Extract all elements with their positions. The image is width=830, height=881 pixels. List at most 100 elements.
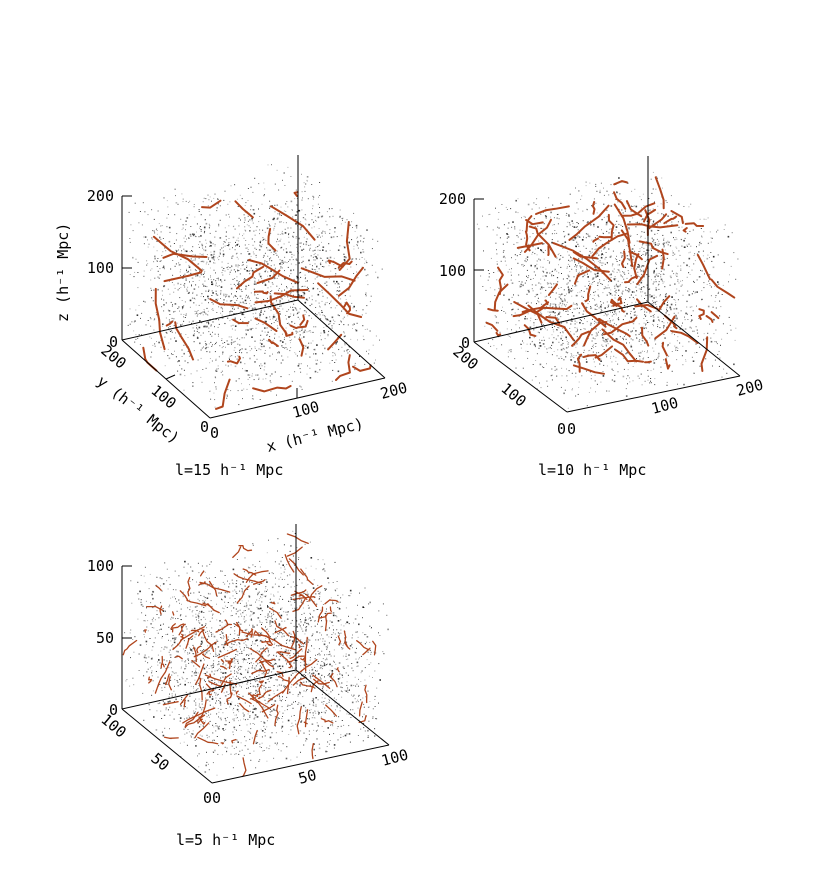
particle-point [596, 309, 598, 310]
particle-point [625, 334, 626, 336]
particle-point [275, 627, 276, 629]
particle-point [293, 278, 295, 280]
filament-segment [626, 223, 679, 229]
particle-point [633, 327, 635, 329]
particle-point [312, 287, 314, 290]
particle-point [314, 253, 316, 254]
particle-point [553, 224, 555, 226]
particle-point [625, 388, 627, 390]
particle-point [644, 261, 646, 262]
particle-point [280, 297, 282, 299]
particle-point [222, 308, 223, 310]
particle-point [236, 338, 238, 340]
particle-point [680, 269, 682, 271]
particle-point [202, 678, 204, 680]
particle-point [308, 315, 310, 317]
particle-point [326, 689, 328, 691]
particle-point [227, 343, 229, 345]
particle-point [314, 620, 316, 622]
particle-point [262, 229, 264, 231]
particle-point [355, 258, 357, 260]
particle-point [289, 336, 291, 338]
particle-point [251, 348, 253, 350]
particle-point [585, 270, 587, 272]
particle-point [521, 343, 522, 345]
particle-point [671, 224, 673, 226]
particle-point [531, 379, 533, 381]
particle-point [137, 272, 139, 273]
particle-point [346, 268, 348, 270]
particle-point [292, 235, 294, 237]
particle-point [315, 363, 318, 365]
particle-point [343, 331, 345, 333]
particle-point [603, 288, 605, 290]
particle-point [312, 195, 314, 197]
particle-point [195, 236, 197, 238]
particle-point [316, 265, 318, 267]
particle-point [588, 254, 591, 257]
particle-point [312, 633, 314, 635]
particle-point [737, 258, 739, 260]
particle-point [314, 658, 316, 660]
particle-point [707, 332, 709, 334]
particle-point [538, 345, 540, 347]
particle-point [149, 336, 151, 338]
particle-point [638, 333, 640, 335]
particle-point [346, 219, 348, 221]
particle-point [343, 350, 345, 352]
particle-point [259, 317, 261, 319]
particle-point [658, 230, 660, 231]
particle-point [571, 354, 573, 356]
particle-point [624, 315, 626, 317]
particle-point [287, 704, 289, 707]
particle-point [242, 264, 244, 266]
particle-point [314, 353, 317, 355]
particle-point [294, 214, 296, 216]
particle-point [640, 327, 641, 329]
particle-point [663, 268, 665, 270]
particle-point [273, 302, 275, 304]
particle-point [676, 317, 678, 320]
particle-point [138, 305, 140, 306]
particle-point [653, 350, 655, 352]
particle-point [537, 331, 539, 333]
particle-point [344, 260, 346, 262]
particle-point [232, 324, 234, 326]
particle-point [280, 305, 282, 307]
particle-point [372, 238, 374, 240]
particle-point [342, 219, 343, 221]
particle-point [133, 330, 135, 332]
particle-point [264, 362, 266, 364]
particle-point [637, 267, 639, 269]
filament-segment [270, 205, 316, 241]
particle-point [642, 358, 644, 360]
particle-point [641, 265, 643, 266]
particle-point [246, 270, 249, 272]
particle-point [193, 233, 195, 236]
particle-point [649, 294, 651, 296]
particle-point [246, 370, 248, 372]
particle-point [192, 327, 194, 329]
particle-point [675, 307, 678, 310]
particle-point [185, 250, 188, 253]
particle-point [617, 269, 619, 271]
particle-point [339, 245, 341, 247]
particle-point [288, 299, 290, 301]
particle-point [302, 285, 304, 287]
particle-point [599, 357, 601, 359]
particle-point [239, 301, 241, 303]
particle-point [327, 319, 329, 321]
filament-segment [337, 266, 364, 297]
particle-point [223, 246, 224, 248]
particle-point [325, 302, 327, 304]
particle-point [361, 314, 363, 316]
particle-point [676, 273, 678, 275]
particle-point [593, 294, 595, 296]
particle-point [249, 350, 251, 352]
particle-point [587, 338, 589, 340]
particle-point [273, 227, 275, 229]
particle-point [344, 637, 346, 639]
particle-point [595, 321, 597, 323]
particle-point [161, 325, 163, 327]
particle-point [630, 294, 632, 296]
